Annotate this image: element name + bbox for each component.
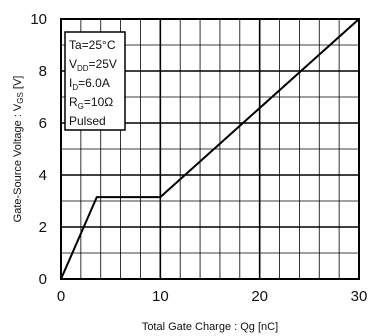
condition-line: Pulsed bbox=[69, 114, 106, 128]
tick-labels: 0 10 20 30 0 2 4 6 8 10 bbox=[30, 11, 367, 305]
y-axis-label-main: Gate-Source Voltage : V bbox=[12, 103, 24, 222]
y-axis-label: Gate-Source Voltage : VGS [V] bbox=[12, 76, 25, 223]
condition-line: VDD=25V bbox=[69, 57, 117, 73]
x-tick-label: 20 bbox=[251, 288, 268, 305]
plot-frame bbox=[60, 18, 360, 280]
condition-line: ID=6.0A bbox=[69, 76, 110, 92]
conditions-box: Ta=25°C VDD=25V ID=6.0A RG=10Ω Pulsed bbox=[64, 31, 126, 131]
y-tick-label: 6 bbox=[39, 115, 47, 132]
x-tick-label: 10 bbox=[152, 288, 169, 305]
y-tick-label: 0 bbox=[39, 271, 47, 288]
y-tick-label: 2 bbox=[39, 219, 47, 236]
series-line bbox=[60, 18, 360, 280]
condition-line: RG=10Ω bbox=[69, 95, 113, 111]
y-tick-label: 10 bbox=[30, 11, 47, 28]
y-tick-label: 8 bbox=[39, 63, 47, 80]
y-tick-label: 4 bbox=[39, 167, 47, 184]
conditions-box-frame bbox=[64, 31, 126, 131]
x-tick-label: 0 bbox=[57, 288, 65, 305]
x-tick-label: 30 bbox=[351, 288, 368, 305]
condition-line: Ta=25°C bbox=[69, 38, 116, 52]
x-axis-label: Total Gate Charge : Qg [nC] bbox=[142, 321, 278, 333]
y-axis-label-unit: [V] bbox=[12, 76, 24, 93]
grid bbox=[61, 19, 359, 279]
y-axis-label-subscript: GS bbox=[16, 92, 25, 104]
